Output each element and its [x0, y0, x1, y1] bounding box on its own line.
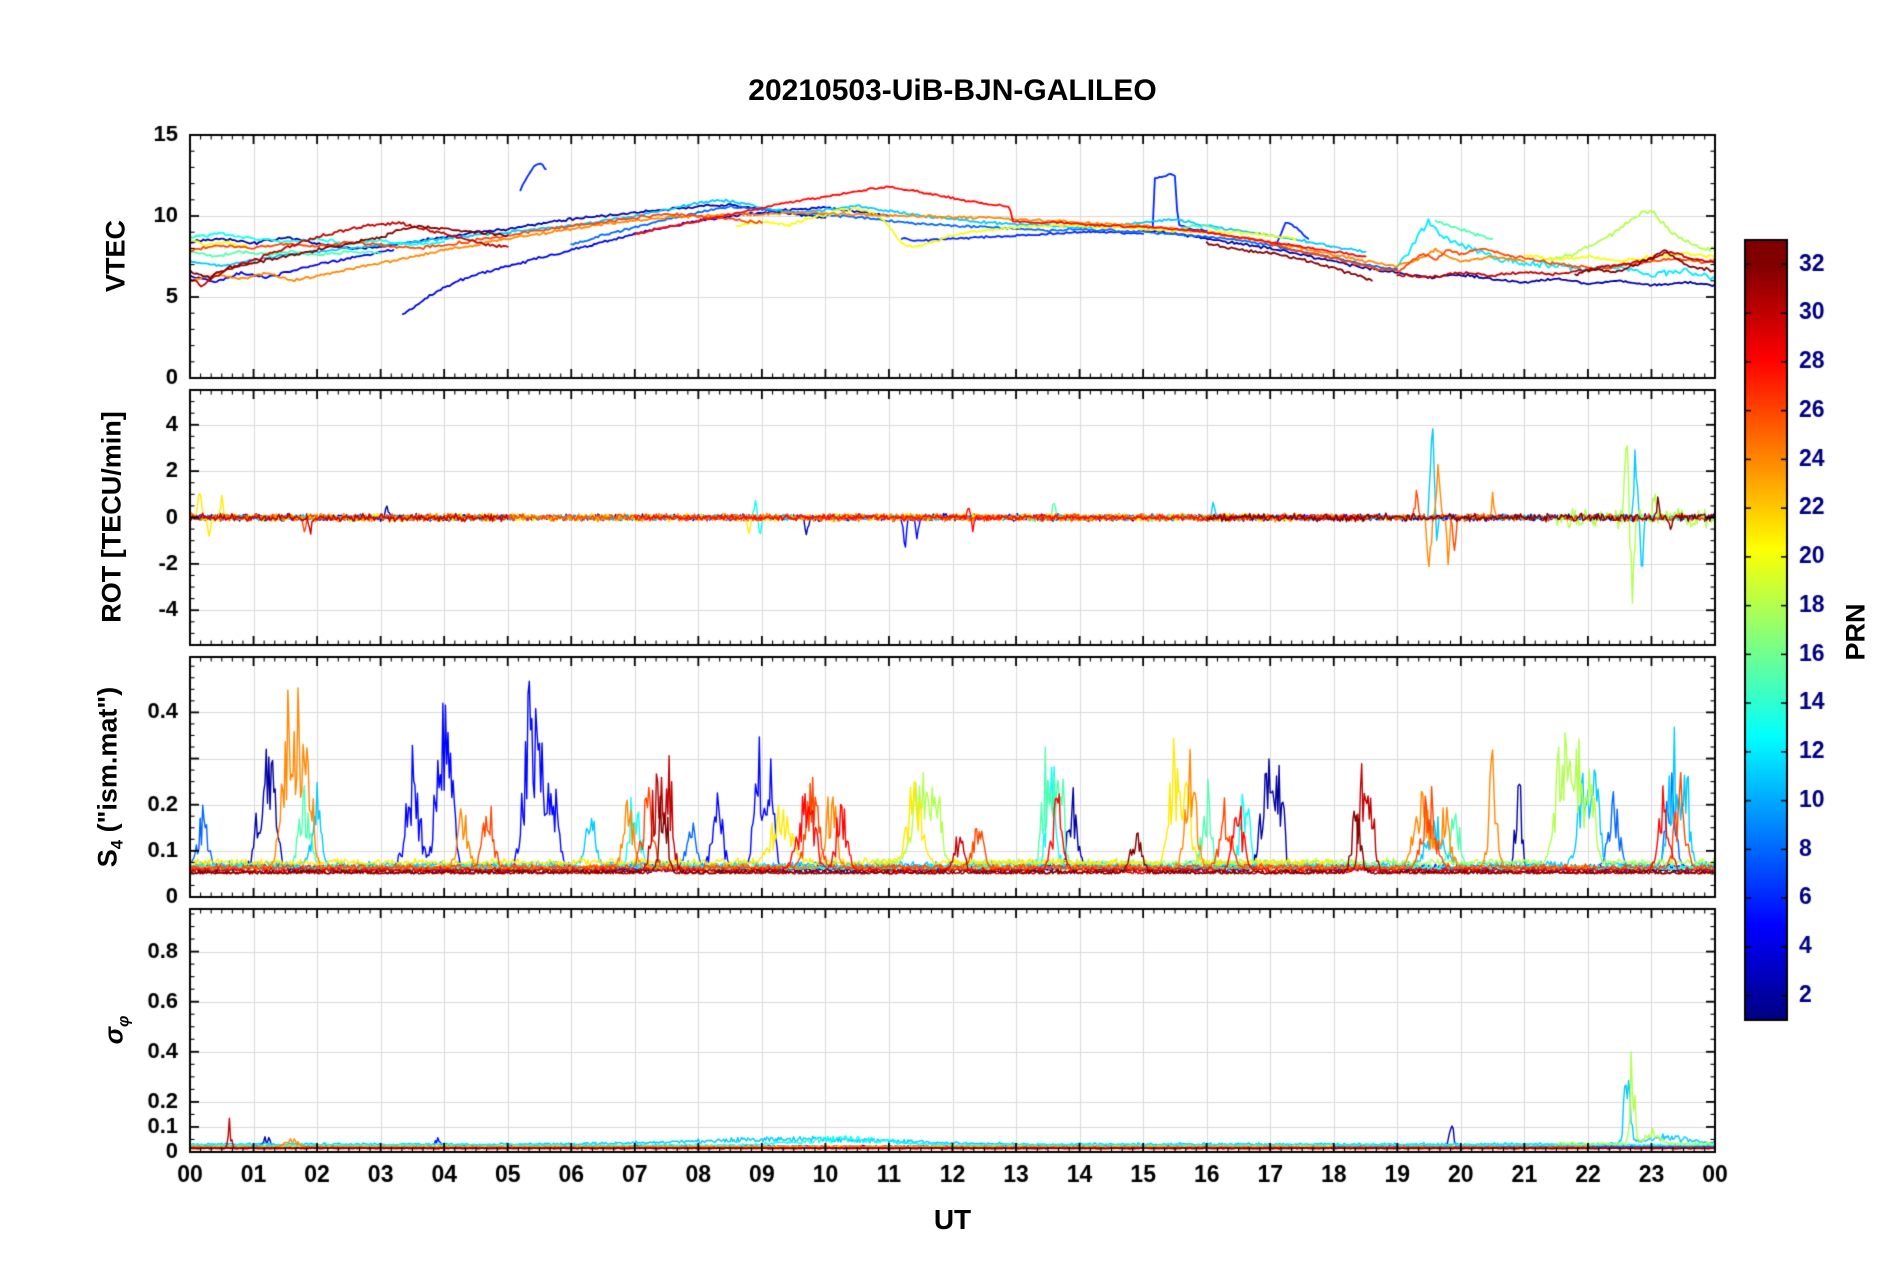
y-axis-label-s4: S4 ("ism.mat")	[93, 687, 128, 867]
y-axis-label-s4-main: S	[92, 849, 123, 868]
y-axis-label-rot: ROT [TECU/min]	[97, 411, 128, 622]
y-axis-label-s4-sub: 4	[107, 839, 127, 850]
y-axis-label-vtec-text: VTEC	[100, 219, 131, 293]
y-axis-label-sigma-phi: σφ	[99, 1016, 134, 1045]
y-axis-label-sigma-sub: φ	[114, 1015, 133, 1028]
chart-title: 20210503-UiB-BJN-GALILEO	[748, 74, 1157, 107]
y-axis-label-vtec: VTEC	[101, 220, 132, 292]
y-axis-label-rot-text: ROT [TECU/min]	[96, 411, 127, 623]
colorbar-label: PRN	[1840, 603, 1871, 661]
y-axis-label-s4-suffix: ("ism.mat")	[92, 686, 123, 840]
y-axis-label-sigma-main: σ	[98, 1027, 129, 1045]
x-axis-label: UT	[933, 1204, 972, 1235]
